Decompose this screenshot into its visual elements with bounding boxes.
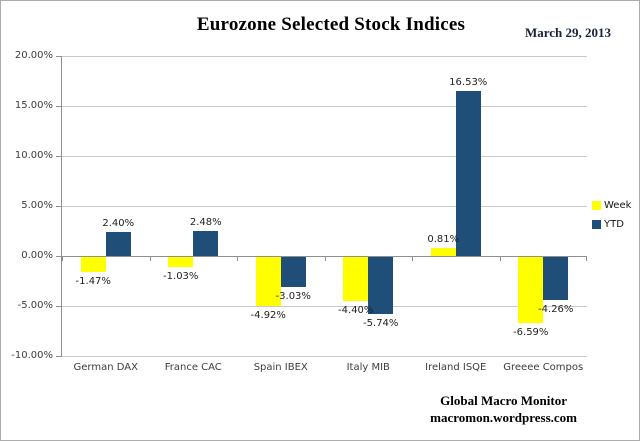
category-tick	[149, 256, 151, 261]
y-axis-tick	[56, 106, 61, 107]
gridline	[62, 206, 587, 207]
category-axis-labels: German DAX France CAC Spain IBEX Italy MIB I…	[62, 362, 587, 378]
category-tick	[412, 256, 413, 261]
gridline	[62, 356, 587, 357]
category-label: Ireland ISQE	[425, 362, 487, 373]
y-axis-tick	[56, 306, 61, 307]
plot-area: -1.47% -1.03% -4.92% -4.40% 0.81% -6.59% 2.40%…	[56, 56, 587, 357]
bar-label-ytd-4: 16.53%	[449, 76, 488, 88]
legend-label-week: Week	[604, 200, 632, 211]
category-tick	[586, 256, 587, 261]
gridline	[62, 306, 587, 307]
bar-week-0	[80, 257, 106, 272]
category-tick	[62, 256, 63, 261]
y-axis-label: 0.00%	[21, 250, 53, 261]
y-axis-label: -10.00%	[11, 350, 53, 361]
bar-week-5	[518, 257, 544, 323]
y-axis-label: 10.00%	[14, 150, 53, 161]
legend-item-week: Week	[592, 200, 631, 211]
bar-ytd-5	[543, 257, 569, 300]
bar-label-ytd-1: 2.48%	[189, 217, 222, 229]
y-axis-tick	[56, 156, 61, 157]
y-axis-labels: 20.00% 15.00% 10.00% 5.00% 0.00% -5.00% -10.00…	[1, 50, 53, 361]
bar-week-1	[168, 257, 194, 268]
bar-ytd-0	[105, 232, 131, 256]
bar-ytd-2	[280, 257, 306, 288]
bar-label-ytd-5: -4.26%	[538, 303, 574, 315]
bar-week-4	[430, 247, 456, 256]
category-label: Spain IBEX	[253, 362, 308, 373]
y-axis-label: 20.00%	[14, 50, 53, 61]
y-axis-tick	[56, 206, 61, 207]
y-axis-label: -5.00%	[17, 300, 53, 311]
footer-attribution: Global Macro Monitor macromon.wordpress.…	[430, 392, 577, 426]
bar-week-3	[343, 257, 369, 301]
legend-label-ytd: YTD	[604, 219, 624, 230]
bar-label-week-1: -1.03%	[163, 271, 199, 283]
bar-label-week-5: -6.59%	[513, 326, 549, 338]
footer-line-1: Global Macro Monitor	[440, 393, 567, 408]
gridline	[62, 56, 587, 57]
bar-label-ytd-0: 2.40%	[102, 218, 135, 229]
bar-label-week-2: -4.92%	[250, 310, 286, 322]
bar-ytd-4	[455, 90, 481, 256]
legend-item-ytd: YTD	[592, 219, 631, 230]
bar-label-week-3: -4.40%	[338, 305, 374, 316]
y-axis-tick	[56, 56, 61, 57]
category-tick	[499, 256, 501, 261]
category-label: France CAC	[164, 362, 222, 373]
y-axis-label: 15.00%	[14, 100, 53, 111]
bar-label-ytd-3: -5.74%	[363, 318, 399, 330]
bar-label-week-0: -1.47%	[75, 275, 111, 287]
chart-date: March 29, 2013	[524, 25, 611, 40]
y-axis-tick	[56, 356, 61, 357]
category-label: German DAX	[73, 362, 138, 373]
ytd-swatch	[592, 220, 601, 229]
chart-title: Eurozone Selected Stock Indices	[196, 14, 466, 35]
footer-line-2: macromon.wordpress.com	[430, 410, 577, 425]
bar-ytd-3	[368, 257, 394, 315]
bar-ytd-1	[193, 231, 219, 256]
bar-label-week-4: 0.81%	[427, 233, 460, 245]
y-axis-line	[61, 56, 62, 357]
category-tick	[237, 256, 238, 261]
legend: Week YTD	[592, 200, 631, 238]
y-axis-tick	[56, 256, 61, 257]
bar-label-ytd-2: -3.03%	[275, 291, 311, 303]
category-label: Italy MIB	[346, 362, 390, 373]
y-axis-label: 5.00%	[21, 200, 53, 211]
category-label: Greeee Compos	[503, 362, 584, 373]
week-swatch	[592, 201, 601, 210]
bar-week-2	[255, 257, 281, 307]
gridline	[62, 106, 587, 107]
category-tick	[324, 256, 326, 261]
gridline	[62, 156, 587, 157]
